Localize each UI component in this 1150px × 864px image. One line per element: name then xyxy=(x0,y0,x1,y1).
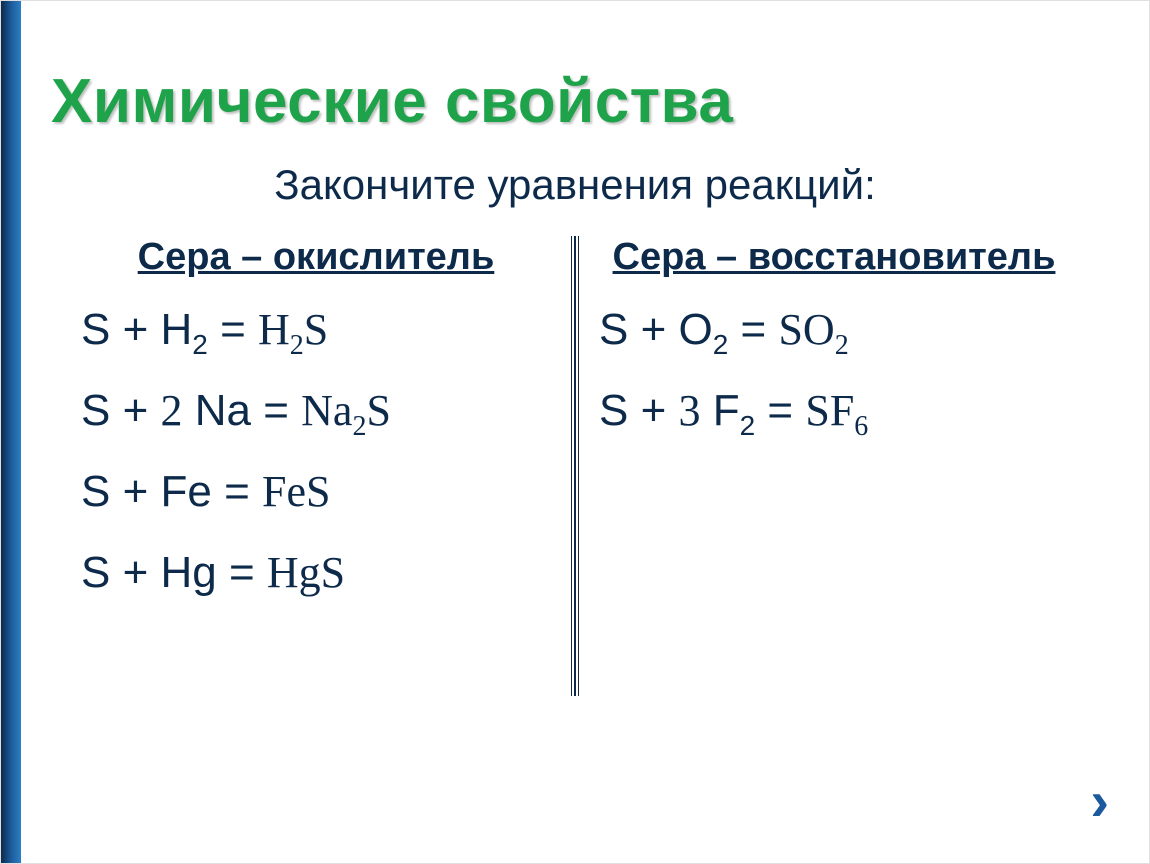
slide-title: Химические свойства xyxy=(51,66,733,137)
equation-lhs: S + Fe = xyxy=(81,467,250,516)
next-arrow-icon[interactable]: › xyxy=(1090,768,1109,833)
equation: S + 2 Na = Na2S xyxy=(81,385,561,436)
equation: S + O2 = SO2 xyxy=(599,304,1079,355)
equation-rhs: Na2S xyxy=(301,386,391,435)
equation-lhs: S + 2 Na = xyxy=(81,386,289,435)
vertical-divider xyxy=(571,236,579,696)
equations-right: S + O2 = SO2 S + 3 F2 = SF6 xyxy=(589,304,1079,436)
equation-lhs: S + Hg = xyxy=(81,548,255,597)
left-accent-bar xyxy=(1,1,21,863)
equation-lhs: S + H2 = xyxy=(81,305,246,354)
slide-subtitle: Закончите уравнения реакций: xyxy=(1,161,1149,209)
columns-wrapper: Сера – окислитель S + H2 = H2S S + 2 Na =… xyxy=(71,236,1079,793)
equation: S + H2 = H2S xyxy=(81,304,561,355)
equation-rhs: FeS xyxy=(262,467,330,516)
equations-left: S + H2 = H2SS + 2 Na = Na2SS + Fe = FeSS… xyxy=(71,304,561,598)
column-right-header: Сера – восстановитель xyxy=(589,236,1079,279)
equation-rhs: HgS xyxy=(267,548,345,597)
column-right: Сера – восстановитель S + O2 = SO2 S + 3 … xyxy=(589,236,1079,793)
equation: S + Fe = FeS xyxy=(81,466,561,517)
equation-rhs: SF6 xyxy=(805,386,868,435)
equation-lhs: S + 3 F2 = xyxy=(599,386,793,435)
equation: S + Hg = HgS xyxy=(81,547,561,598)
equation-rhs: H2S xyxy=(258,305,328,354)
column-left-header: Сера – окислитель xyxy=(71,236,561,279)
column-left: Сера – окислитель S + H2 = H2S S + 2 Na =… xyxy=(71,236,561,793)
equation-rhs: SO2 xyxy=(778,305,848,354)
equation-lhs: S + O2 = xyxy=(599,305,766,354)
slide: Химические свойства Закончите уравнения … xyxy=(0,0,1150,864)
equation: S + 3 F2 = SF6 xyxy=(599,385,1079,436)
